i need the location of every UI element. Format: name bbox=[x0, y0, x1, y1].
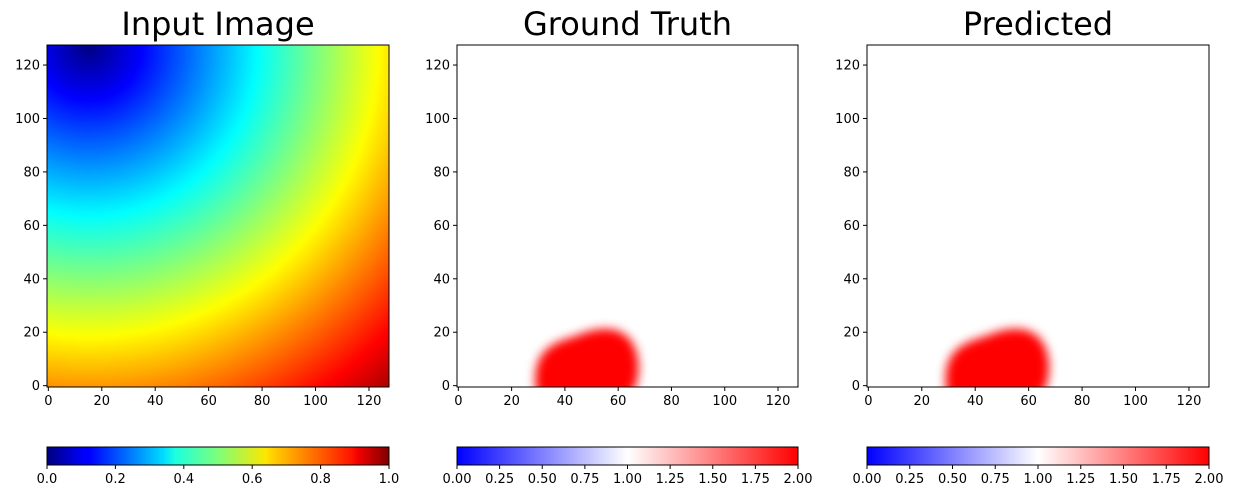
y-tick-label: 40 bbox=[23, 272, 40, 287]
x-tick-label: 60 bbox=[1020, 394, 1037, 409]
colorbar-tick-label: 0.25 bbox=[895, 472, 924, 487]
y-tick-label: 120 bbox=[15, 59, 40, 74]
x-tick-label: 100 bbox=[303, 394, 328, 409]
x-tick-label: 20 bbox=[94, 394, 111, 409]
y-tick-label: 100 bbox=[15, 112, 40, 127]
panel-title: Ground Truth bbox=[523, 5, 732, 43]
heatmap-image bbox=[47, 45, 389, 387]
y-tick-label: 0 bbox=[852, 379, 860, 394]
panel-title: Predicted bbox=[963, 5, 1113, 43]
x-tick-label: 80 bbox=[663, 394, 680, 409]
x-tick-label: 0 bbox=[44, 394, 52, 409]
colorbar-tick-label: 1.25 bbox=[1066, 472, 1095, 487]
panel-1: Input Image 0 20 40 60 80 100 120 0 20 40 60 80 100 12… bbox=[15, 5, 399, 487]
colorbar-tick-label: 1.75 bbox=[741, 472, 770, 487]
x-tick-label: 40 bbox=[147, 394, 164, 409]
x-tick-label: 0 bbox=[864, 394, 872, 409]
heatmap-background bbox=[457, 45, 798, 387]
y-tick-label: 100 bbox=[835, 112, 860, 127]
x-tick-label: 40 bbox=[967, 394, 984, 409]
panel-2: Ground Truth 0 20 40 60 80 100 120 0 20 40 60 80 100 1… bbox=[425, 5, 812, 487]
heatmap-blob bbox=[535, 328, 639, 387]
panel-title: Input Image bbox=[121, 5, 314, 43]
y-tick-label: 80 bbox=[23, 165, 40, 180]
y-tick-label: 60 bbox=[433, 219, 450, 234]
y-tick-label: 0 bbox=[32, 379, 40, 394]
colorbar-frame bbox=[46, 446, 390, 466]
heatmap-blob bbox=[945, 328, 1049, 387]
x-tick-label: 0 bbox=[454, 394, 462, 409]
colorbar-fill bbox=[457, 447, 798, 465]
colorbar-tick-label: 1.00 bbox=[613, 472, 642, 487]
x-tick-label: 100 bbox=[1123, 394, 1148, 409]
y-tick-label: 20 bbox=[843, 326, 860, 341]
y-tick-label: 20 bbox=[433, 326, 450, 341]
axes-frame bbox=[866, 44, 1210, 388]
y-tick-label: 80 bbox=[433, 165, 450, 180]
colorbar-fill bbox=[867, 447, 1209, 465]
colorbar-tick-label: 1.00 bbox=[1024, 472, 1053, 487]
y-tick-label: 80 bbox=[843, 165, 860, 180]
colorbar-tick-label: 0.50 bbox=[938, 472, 967, 487]
colorbar-tick-label: 0.75 bbox=[570, 472, 599, 487]
colorbar-tick-label: 1.25 bbox=[656, 472, 685, 487]
colorbar-tick-label: 0.00 bbox=[853, 472, 882, 487]
y-tick-label: 100 bbox=[425, 112, 450, 127]
colorbar-tick-label: 0.75 bbox=[981, 472, 1010, 487]
y-tick-label: 120 bbox=[835, 59, 860, 74]
heatmap-area bbox=[47, 45, 389, 387]
y-tick-label: 20 bbox=[23, 326, 40, 341]
colorbar-tick-label: 2.00 bbox=[784, 472, 813, 487]
colorbar-tick-label: 0.50 bbox=[528, 472, 557, 487]
colorbar-tick-label: 1.50 bbox=[698, 472, 727, 487]
colorbar-tick-label: 0.8 bbox=[310, 472, 331, 487]
x-tick-label: 40 bbox=[557, 394, 574, 409]
y-tick-label: 40 bbox=[433, 272, 450, 287]
colorbar-tick-label: 0.2 bbox=[105, 472, 126, 487]
colorbar-tick-label: 0.00 bbox=[443, 472, 472, 487]
x-tick-label: 60 bbox=[610, 394, 627, 409]
y-tick-label: 60 bbox=[843, 219, 860, 234]
y-tick-label: 40 bbox=[843, 272, 860, 287]
axes-frame bbox=[456, 44, 799, 388]
axes-frame bbox=[46, 44, 390, 388]
colorbar-tick-label: 0.0 bbox=[37, 472, 58, 487]
x-tick-label: 100 bbox=[712, 394, 737, 409]
x-tick-label: 80 bbox=[1074, 394, 1091, 409]
y-tick-label: 0 bbox=[442, 379, 450, 394]
colorbar-fill bbox=[47, 447, 389, 465]
y-tick-label: 60 bbox=[23, 219, 40, 234]
heatmap-background bbox=[867, 45, 1209, 387]
x-tick-label: 120 bbox=[357, 394, 382, 409]
x-tick-label: 80 bbox=[254, 394, 271, 409]
x-tick-label: 20 bbox=[914, 394, 931, 409]
colorbar-tick-label: 0.6 bbox=[242, 472, 263, 487]
x-tick-label: 60 bbox=[200, 394, 217, 409]
colorbar-tick-label: 1.0 bbox=[379, 472, 400, 487]
x-tick-label: 20 bbox=[503, 394, 520, 409]
heatmap-area bbox=[867, 45, 1209, 387]
colorbar-tick-label: 0.25 bbox=[485, 472, 514, 487]
colorbar-tick-label: 1.50 bbox=[1109, 472, 1138, 487]
heatmap-area bbox=[457, 45, 798, 387]
x-tick-label: 120 bbox=[766, 394, 791, 409]
colorbar-tick-label: 1.75 bbox=[1152, 472, 1181, 487]
x-tick-label: 120 bbox=[1177, 394, 1202, 409]
y-tick-label: 120 bbox=[425, 59, 450, 74]
colorbar-tick-label: 0.4 bbox=[173, 472, 194, 487]
panel-3: Predicted 0 20 40 60 80 100 120 0 20 40 60 80 100 120 0… bbox=[835, 5, 1223, 487]
colorbar-tick-label: 2.00 bbox=[1195, 472, 1224, 487]
